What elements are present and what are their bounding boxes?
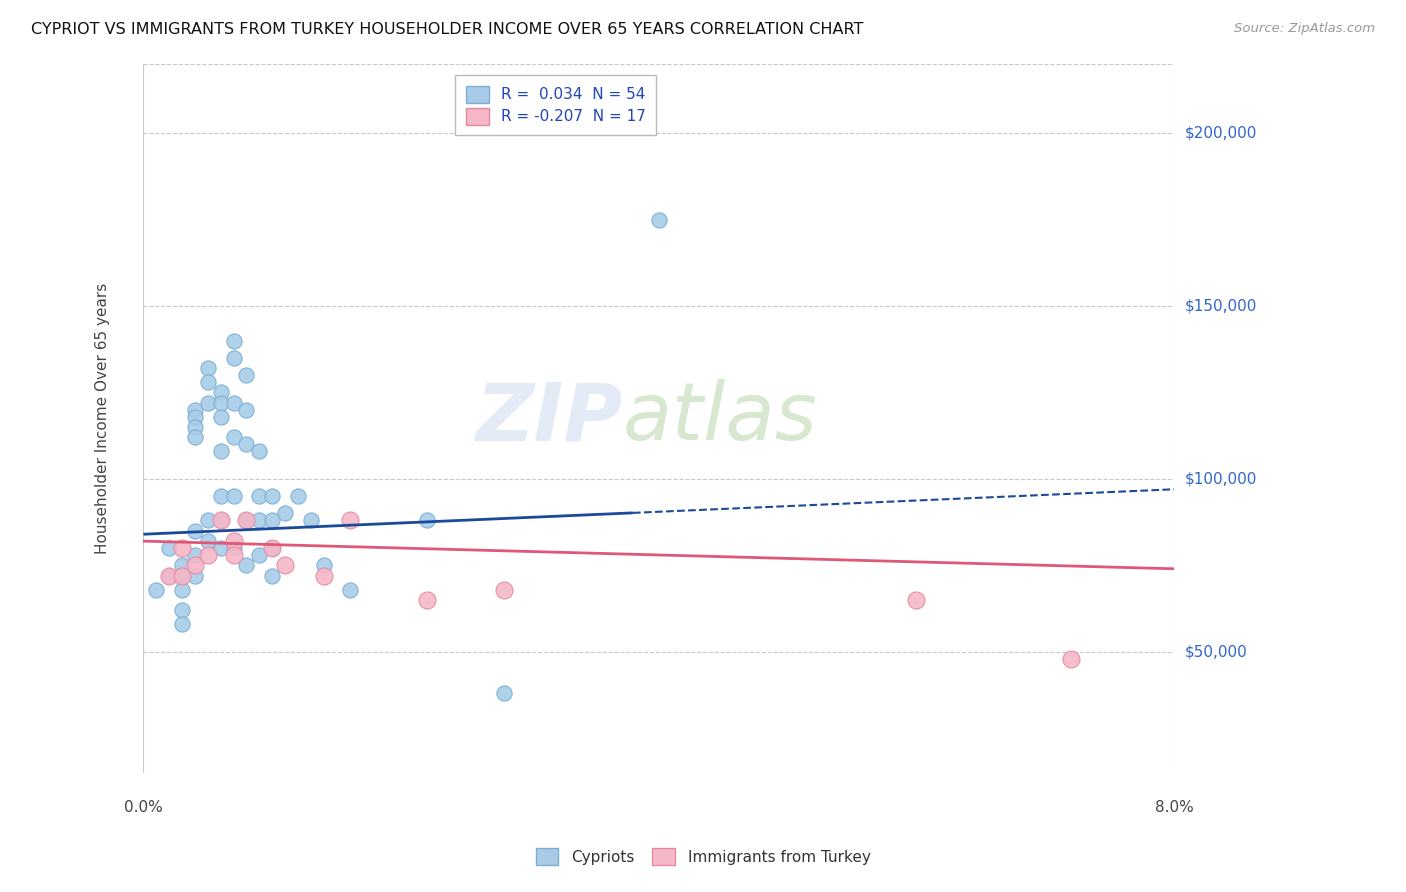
Point <box>262 541 284 555</box>
Point <box>262 513 284 527</box>
Point <box>262 568 284 582</box>
Point <box>235 558 257 573</box>
Point <box>157 541 180 555</box>
Point <box>274 558 297 573</box>
Point <box>184 430 207 444</box>
Text: $100,000: $100,000 <box>1185 471 1257 486</box>
Point <box>170 558 193 573</box>
Point <box>247 444 270 458</box>
Legend: Cypriots, Immigrants from Turkey: Cypriots, Immigrants from Turkey <box>530 842 876 871</box>
Point <box>235 513 257 527</box>
Point <box>339 513 361 527</box>
Point <box>184 409 207 424</box>
Point <box>299 513 322 527</box>
Point <box>222 489 245 503</box>
Point <box>262 541 284 555</box>
Point <box>209 541 232 555</box>
Point <box>274 507 297 521</box>
Point <box>170 568 193 582</box>
Text: atlas: atlas <box>623 379 817 458</box>
Point <box>209 513 232 527</box>
Point <box>209 489 232 503</box>
Point <box>157 568 180 582</box>
Point <box>170 617 193 632</box>
Point <box>247 489 270 503</box>
Text: Source: ZipAtlas.com: Source: ZipAtlas.com <box>1234 22 1375 36</box>
Point <box>222 396 245 410</box>
Point <box>312 558 335 573</box>
Point <box>170 603 193 617</box>
Point <box>312 568 335 582</box>
Point <box>262 489 284 503</box>
Point <box>170 582 193 597</box>
Text: $150,000: $150,000 <box>1185 299 1257 314</box>
Point <box>247 513 270 527</box>
Point <box>222 430 245 444</box>
Point <box>494 582 516 597</box>
Point <box>209 513 232 527</box>
Point <box>170 541 193 555</box>
Point <box>184 568 207 582</box>
Point <box>222 351 245 365</box>
Point <box>209 409 232 424</box>
Point <box>235 513 257 527</box>
Text: ZIP: ZIP <box>475 379 623 458</box>
Point <box>197 513 219 527</box>
Point <box>197 361 219 376</box>
Point <box>416 513 439 527</box>
Point <box>197 534 219 549</box>
Point <box>197 396 219 410</box>
Point <box>494 686 516 700</box>
Point <box>184 558 207 573</box>
Point <box>170 568 193 582</box>
Point <box>184 524 207 538</box>
Point <box>197 375 219 389</box>
Point <box>222 541 245 555</box>
Point <box>145 582 167 597</box>
Text: $200,000: $200,000 <box>1185 126 1257 141</box>
Point <box>222 548 245 562</box>
Point <box>184 548 207 562</box>
Point <box>209 385 232 400</box>
Point <box>157 568 180 582</box>
Point <box>222 534 245 549</box>
Point <box>184 420 207 434</box>
Point <box>416 593 439 607</box>
Point <box>197 548 219 562</box>
Point <box>1060 651 1083 665</box>
Text: 0.0%: 0.0% <box>124 800 163 815</box>
Point <box>235 437 257 451</box>
Text: CYPRIOT VS IMMIGRANTS FROM TURKEY HOUSEHOLDER INCOME OVER 65 YEARS CORRELATION C: CYPRIOT VS IMMIGRANTS FROM TURKEY HOUSEH… <box>31 22 863 37</box>
Point <box>222 334 245 348</box>
Text: 8.0%: 8.0% <box>1154 800 1194 815</box>
Point <box>235 402 257 417</box>
Point <box>235 368 257 383</box>
Point <box>209 444 232 458</box>
Point <box>905 593 928 607</box>
Legend: R =  0.034  N = 54, R = -0.207  N = 17: R = 0.034 N = 54, R = -0.207 N = 17 <box>456 75 657 136</box>
Text: $50,000: $50,000 <box>1185 644 1247 659</box>
Text: Householder Income Over 65 years: Householder Income Over 65 years <box>94 283 110 554</box>
Point <box>647 212 669 227</box>
Point <box>287 489 309 503</box>
Point <box>339 582 361 597</box>
Point <box>184 402 207 417</box>
Point <box>247 548 270 562</box>
Point <box>209 396 232 410</box>
